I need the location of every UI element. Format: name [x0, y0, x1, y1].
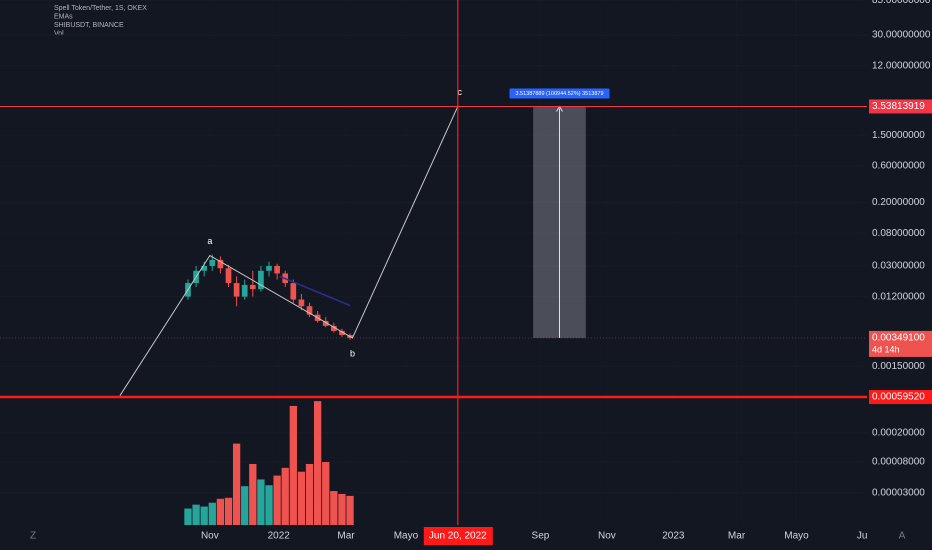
x-tick-label: Nov	[201, 531, 219, 542]
volume-bar	[281, 467, 289, 525]
price-label-box	[869, 390, 932, 405]
measure-label: 3.51387889 (100944.52%) 3513879	[515, 91, 603, 97]
ema-line	[279, 275, 351, 307]
volume-bar	[330, 491, 338, 525]
volume-bar	[313, 401, 322, 525]
candle-body	[274, 265, 280, 274]
candle-body	[201, 265, 208, 271]
volume-bar	[224, 497, 233, 525]
volume-bar	[265, 485, 273, 525]
volume-bar	[273, 475, 281, 525]
candle-body	[266, 265, 272, 271]
volume-bar	[200, 506, 208, 525]
volume-bar	[338, 493, 346, 525]
candle-body	[217, 259, 224, 269]
candle-body	[298, 299, 305, 307]
x-tick-label: Nov	[598, 531, 616, 542]
volume-bar	[289, 405, 297, 525]
volume-bar	[241, 486, 249, 525]
volume-bar	[305, 463, 314, 525]
candle-body	[241, 284, 248, 297]
volume-tick-label: 0.00008000	[872, 457, 925, 468]
wave-line	[119, 106, 459, 396]
y-tick-label: 0.08000000	[872, 228, 925, 239]
zoom-button[interactable]: Z	[30, 531, 36, 542]
candle-body	[249, 284, 256, 290]
candle-body	[290, 283, 297, 300]
auto-scale-button[interactable]: A	[899, 531, 906, 542]
volume-tick-label: 0.00020000	[872, 428, 925, 439]
legend-line: SHIBUSDT, BINANCE	[54, 22, 124, 29]
y-tick-label: 1.50000000	[872, 130, 925, 141]
y-tick-label: 12.00000000	[872, 60, 931, 71]
volume-bar	[297, 471, 306, 525]
wave-label: c	[458, 87, 463, 97]
candle-body	[209, 259, 216, 266]
candle-body	[225, 268, 232, 284]
y-tick-label: 85.00000000	[872, 0, 931, 6]
legend-line: EMAs	[54, 13, 73, 20]
candle-body	[330, 325, 337, 331]
y-tick-label: 0.60000000	[872, 160, 925, 171]
volume-bar	[184, 508, 192, 525]
y-tick-label: 0.00150000	[872, 361, 925, 372]
x-tick-label: Ju	[857, 531, 868, 542]
x-tick-label: Mayo	[394, 531, 419, 542]
wave-label: b	[350, 348, 355, 358]
volume-bar	[257, 479, 265, 525]
y-tick-label: 0.01200000	[872, 291, 925, 302]
volume-tick-label: 0.00003000	[872, 487, 925, 498]
legend-line: Vol.	[54, 30, 66, 37]
x-tick-label: Mar	[337, 531, 355, 542]
crosshair-label: Jun 20, 2022	[429, 531, 487, 542]
crosshair-label-box	[423, 527, 493, 545]
countdown: 4d 14h	[872, 344, 900, 354]
measure-label-box	[509, 88, 610, 99]
volume-bar	[322, 462, 330, 525]
volume-bar	[208, 502, 216, 525]
volume-bar	[192, 504, 200, 525]
y-tick-label: 0.03000000	[872, 261, 925, 272]
price-label: 0.00059520	[872, 392, 925, 403]
volume-bar	[346, 495, 354, 525]
volume-bar	[232, 443, 241, 525]
x-tick-label: Mar	[728, 531, 746, 542]
candle-body	[233, 283, 240, 297]
price-label-box	[869, 99, 932, 114]
candle-body	[339, 330, 345, 336]
price-label-box	[869, 330, 932, 357]
volume-bar	[216, 498, 225, 525]
price-label: 0.00349100	[872, 333, 925, 344]
x-tick-label: 2023	[662, 531, 685, 542]
y-tick-label: 30.00000000	[872, 30, 931, 41]
volume-bar	[249, 463, 257, 525]
legend-line: Spell Token/Tether, 1S, OKEX	[54, 5, 147, 12]
candle-body	[322, 320, 329, 326]
candle-body	[306, 306, 313, 315]
x-tick-label: Sep	[532, 531, 550, 542]
wave-label: a	[207, 236, 212, 246]
y-tick-label: 0.20000000	[872, 197, 925, 208]
price-label: 3.53813919	[872, 101, 925, 112]
x-tick-label: Mayo	[784, 531, 809, 542]
candle-body	[258, 270, 264, 290]
x-tick-label: 2022	[268, 531, 291, 542]
